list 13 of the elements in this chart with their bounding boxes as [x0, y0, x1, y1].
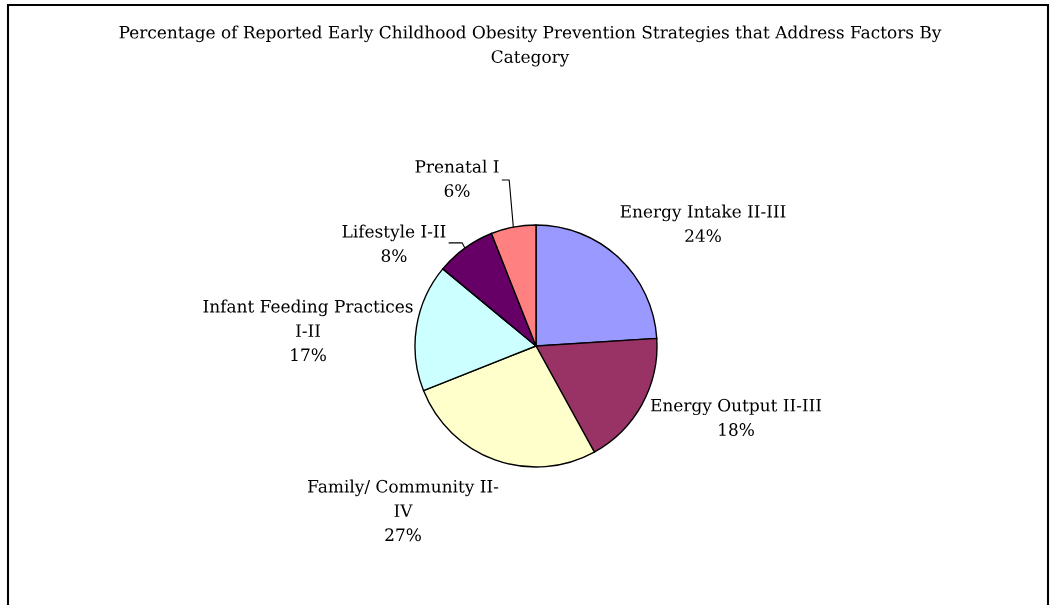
data-label: 27% [385, 528, 421, 542]
slice-label: Lifestyle I-II [342, 224, 446, 242]
slice-label: Energy Output II-III [650, 398, 822, 416]
data-label: 18% [719, 423, 754, 436]
data-label: 6% [444, 184, 470, 197]
slice-label: Infant Feeding Practices I-II [203, 299, 413, 337]
slice-label: Prenatal I [415, 159, 499, 173]
data-label: 8% [381, 249, 407, 263]
data-label: 24% [685, 229, 721, 243]
data-label: 17% [291, 348, 326, 362]
slice-label: Energy Intake II-III [620, 204, 786, 222]
slice-label: Family/ Community II- IV [308, 479, 499, 517]
chart-title: Percentage of Reported Early Childhood Obesity Prevention Strategies that Address Factors By Category [119, 25, 942, 67]
